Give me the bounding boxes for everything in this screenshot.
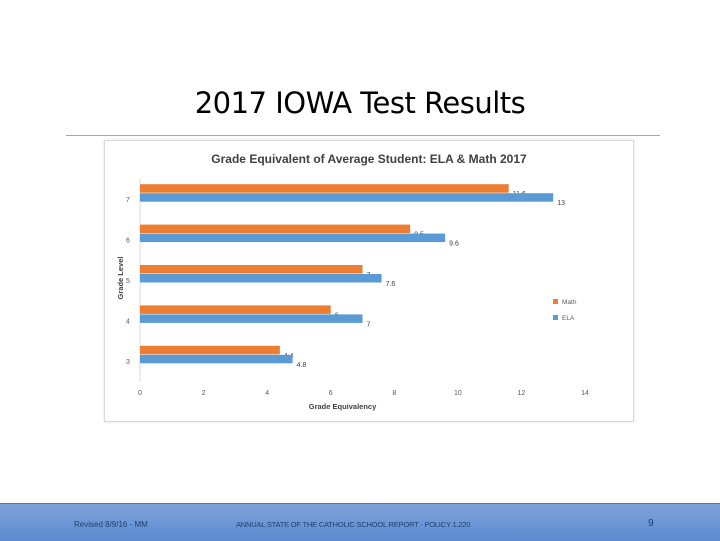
data-label-ela: 4.8 [297, 362, 307, 369]
x-tick-label: 0 [138, 390, 142, 397]
bar-math [140, 305, 331, 314]
x-tick-label: 4 [265, 390, 269, 397]
bar-math [140, 224, 411, 234]
chart-frame: Grade Equivalent of Average Student: ELA… [104, 140, 634, 422]
bar-ela [140, 193, 554, 202]
footer-bar: Revised 8/9/16 - MM ANNUAL STATE OF THE … [0, 503, 720, 541]
bar-ela [140, 354, 293, 364]
legend-label-math: Math [562, 299, 577, 306]
x-tick-label: 2 [202, 390, 206, 397]
data-label-ela: 9.6 [449, 241, 459, 248]
x-tick-label: 8 [392, 390, 396, 397]
bar-ela [140, 314, 363, 323]
data-label-ela: 7 [367, 321, 371, 328]
y-axis-label: Grade Level [116, 257, 125, 300]
bar-math [140, 184, 509, 193]
bar-math [140, 265, 363, 274]
chart-title: Grade Equivalent of Average Student: ELA… [211, 152, 527, 166]
y-tick-label: 3 [126, 359, 130, 366]
slide-title: 2017 IOWA Test Results [194, 86, 526, 120]
x-tick-label: 12 [518, 390, 526, 397]
bar-ela [140, 233, 446, 243]
legend-swatch-math [553, 299, 558, 304]
page-number: 9 [648, 518, 654, 529]
legend-swatch-ela [553, 315, 558, 320]
x-axis-label: Grade Equivalency [309, 402, 377, 411]
data-label-ela: 7.6 [386, 281, 396, 288]
footer-report-title: ANNUAL STATE OF THE CATHOLIC SCHOOL REPO… [236, 520, 471, 529]
bar-ela [140, 274, 382, 283]
footer-revision: Revised 8/9/16 - MM [74, 520, 148, 529]
bar-chart: Grade Equivalent of Average Student: ELA… [116, 152, 589, 411]
y-tick-label: 6 [126, 238, 130, 245]
y-tick-label: 7 [126, 197, 130, 204]
legend-label-ela: ELA [562, 315, 575, 322]
bar-math [140, 345, 280, 355]
y-tick-label: 4 [126, 318, 130, 325]
data-label-ela: 13 [557, 200, 565, 207]
y-tick-label: 5 [126, 278, 130, 285]
x-tick-label: 14 [581, 390, 589, 397]
x-tick-label: 10 [454, 390, 462, 397]
x-tick-label: 6 [329, 390, 333, 397]
title-divider [66, 135, 660, 136]
